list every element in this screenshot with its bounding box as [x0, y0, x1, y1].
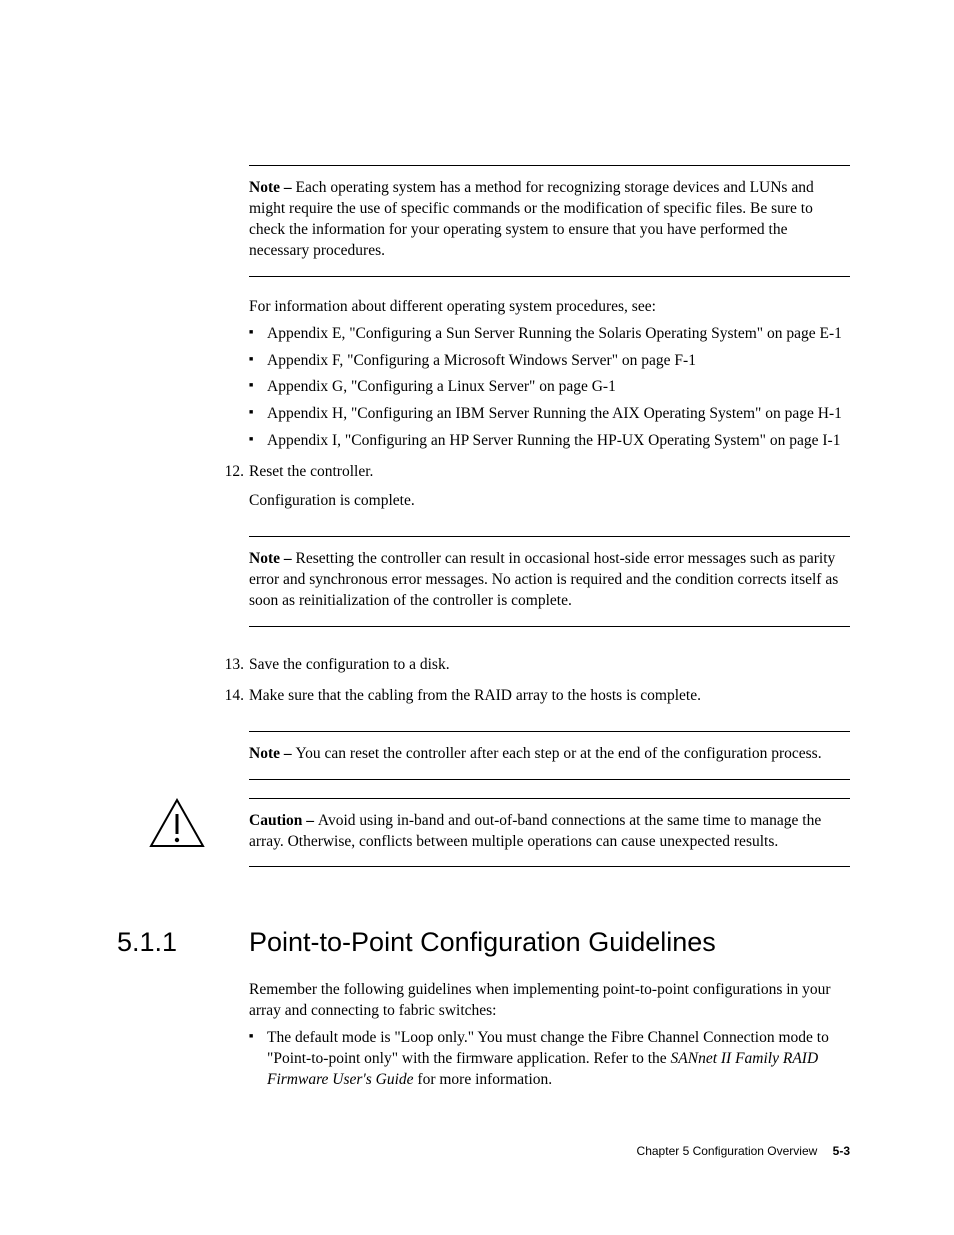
step-number: 13.	[216, 655, 244, 676]
main-content: Note – Each operating system has a metho…	[249, 165, 850, 1091]
p2p-intro: Remember the following guidelines when i…	[249, 980, 850, 1022]
list-item-text: Appendix G, "Configuring a Linux Server"…	[267, 378, 616, 395]
caution-label: Caution –	[249, 812, 318, 829]
caution-block: Caution – Avoid using in-band and out-of…	[249, 799, 850, 867]
note-block-1: Note – Each operating system has a metho…	[249, 166, 850, 276]
note-text: Each operating system has a method for r…	[249, 179, 814, 259]
rule	[249, 276, 850, 277]
list-item-text: Appendix F, "Configuring a Microsoft Win…	[267, 352, 696, 369]
list-item: Appendix F, "Configuring a Microsoft Win…	[249, 351, 850, 372]
list-item: Appendix G, "Configuring a Linux Server"…	[249, 377, 850, 398]
step-13: 13. Save the configuration to a disk.	[216, 655, 850, 676]
list-item-text: Appendix E, "Configuring a Sun Server Ru…	[267, 325, 842, 342]
step-number: 12.	[216, 462, 244, 483]
caution-wrap: Caution – Avoid using in-band and out-of…	[249, 798, 850, 868]
note-text: Resetting the controller can result in o…	[249, 550, 838, 609]
note-block-2: Note – Resetting the controller can resu…	[249, 537, 850, 626]
note-block-3: Note – You can reset the controller afte…	[249, 732, 850, 779]
rule	[249, 866, 850, 867]
section-heading: 5.1.1 Point-to-Point Configuration Guide…	[117, 927, 850, 958]
spacer	[249, 707, 850, 731]
step-body: Save the configuration to a disk.	[249, 655, 850, 676]
note-text: You can reset the controller after each …	[296, 745, 822, 762]
step-14: 14. Make sure that the cabling from the …	[216, 686, 850, 707]
step-text: Make sure that the cabling from the RAID…	[249, 686, 850, 707]
spacer	[249, 627, 850, 645]
spacer	[249, 780, 850, 798]
list-item-text-post: for more information.	[414, 1071, 553, 1088]
list-item: Appendix I, "Configuring an HP Server Ru…	[249, 431, 850, 452]
appendix-list: Appendix E, "Configuring a Sun Server Ru…	[249, 324, 850, 453]
step-body: Reset the controller. Configuration is c…	[249, 462, 850, 512]
heading-number: 5.1.1	[117, 927, 249, 958]
p2p-list: The default mode is "Loop only." You mus…	[249, 1028, 850, 1091]
step-text: Save the configuration to a disk.	[249, 655, 850, 676]
step-number: 14.	[216, 686, 244, 707]
list-item: The default mode is "Loop only." You mus…	[249, 1028, 850, 1091]
page-footer: Chapter 5 Configuration Overview 5-3	[637, 1144, 850, 1158]
note-label: Note –	[249, 179, 296, 196]
spacer	[249, 512, 850, 536]
footer-page-number: 5-3	[833, 1144, 850, 1158]
list-item-text: Appendix H, "Configuring an IBM Server R…	[267, 405, 842, 422]
note-label: Note –	[249, 550, 296, 567]
list-item-text: Appendix I, "Configuring an HP Server Ru…	[267, 432, 840, 449]
step-text: Reset the controller.	[249, 462, 850, 483]
step-body: Make sure that the cabling from the RAID…	[249, 686, 850, 707]
caution-icon	[149, 798, 205, 853]
page: Note – Each operating system has a metho…	[0, 0, 954, 1235]
step-12: 12. Reset the controller. Configuration …	[216, 462, 850, 512]
para-os-procedures: For information about different operatin…	[249, 297, 850, 318]
caution-text: Avoid using in-band and out-of-band conn…	[249, 812, 821, 850]
step-text: Configuration is complete.	[249, 491, 850, 512]
heading-title: Point-to-Point Configuration Guidelines	[249, 927, 716, 958]
list-item: Appendix E, "Configuring a Sun Server Ru…	[249, 324, 850, 345]
footer-chapter: Chapter 5 Configuration Overview	[637, 1144, 818, 1158]
note-label: Note –	[249, 745, 296, 762]
list-item: Appendix H, "Configuring an IBM Server R…	[249, 404, 850, 425]
